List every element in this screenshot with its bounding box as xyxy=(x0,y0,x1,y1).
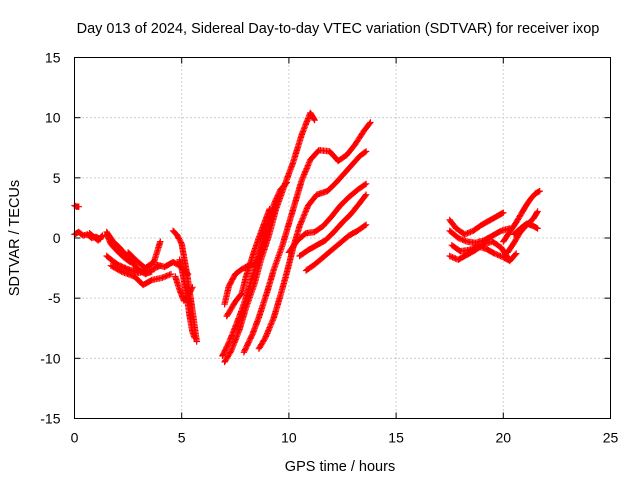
series-arc-e xyxy=(103,231,134,266)
series-late-e xyxy=(500,187,543,245)
data-point-markers xyxy=(103,252,164,277)
x-tick-label: 0 xyxy=(71,430,79,446)
data-point-markers xyxy=(446,209,507,238)
data-point-markers xyxy=(446,238,511,263)
data-point-markers xyxy=(221,193,282,308)
series-late-g xyxy=(510,220,541,238)
y-tick-label: 10 xyxy=(45,110,61,126)
data-points xyxy=(71,109,543,366)
series-late-d xyxy=(446,238,511,263)
y-tick-label: -5 xyxy=(48,290,61,306)
series-start-point xyxy=(71,202,82,210)
series-arc-c xyxy=(107,262,175,289)
series-late-a xyxy=(446,209,507,238)
series-rise-4 xyxy=(223,205,273,320)
data-point-markers xyxy=(124,238,164,272)
chart-title: Day 013 of 2024, Sidereal Day-to-day VTE… xyxy=(77,21,600,37)
series-arc-b xyxy=(103,252,164,277)
series-drop-c xyxy=(172,273,196,304)
x-tick-label: 10 xyxy=(281,430,297,446)
data-point-markers xyxy=(296,191,370,260)
y-tick-label: 5 xyxy=(53,170,61,186)
series-rise-9 xyxy=(302,221,370,274)
x-tick-label: 15 xyxy=(388,430,404,446)
series-early-arc xyxy=(71,228,106,244)
series-rise-8 xyxy=(296,191,370,260)
series-rise-5 xyxy=(240,119,374,356)
data-point-markers xyxy=(510,220,541,238)
data-point-markers xyxy=(446,225,513,246)
data-point-markers xyxy=(172,273,196,304)
data-point-markers xyxy=(223,205,273,320)
data-point-markers xyxy=(107,262,175,289)
y-tick-label: 15 xyxy=(45,50,61,66)
data-point-markers xyxy=(500,187,543,245)
y-axis-label: SDTVAR / TECUs xyxy=(7,180,23,296)
data-point-markers xyxy=(302,221,370,274)
x-axis-label: GPS time / hours xyxy=(285,459,395,475)
data-point-markers xyxy=(103,231,134,266)
x-tick-label: 25 xyxy=(603,430,619,446)
series-arc-d xyxy=(124,238,164,272)
data-point-markers xyxy=(285,180,370,256)
x-tick-label: 20 xyxy=(496,430,512,446)
data-point-markers xyxy=(71,228,106,244)
series-late-b xyxy=(446,225,513,246)
axis-ticks: 0 5 10 15 20 25 -15 -10 -5 0 5 10 15 xyxy=(40,50,618,446)
y-tick-label: -15 xyxy=(40,411,60,427)
data-point-markers xyxy=(240,119,374,356)
series-rise-3 xyxy=(221,193,282,308)
y-tick-label: 0 xyxy=(53,230,61,246)
data-point-markers xyxy=(71,202,82,210)
x-tick-label: 5 xyxy=(178,430,186,446)
series-rise-7 xyxy=(285,180,370,256)
y-tick-label: -10 xyxy=(40,350,60,366)
